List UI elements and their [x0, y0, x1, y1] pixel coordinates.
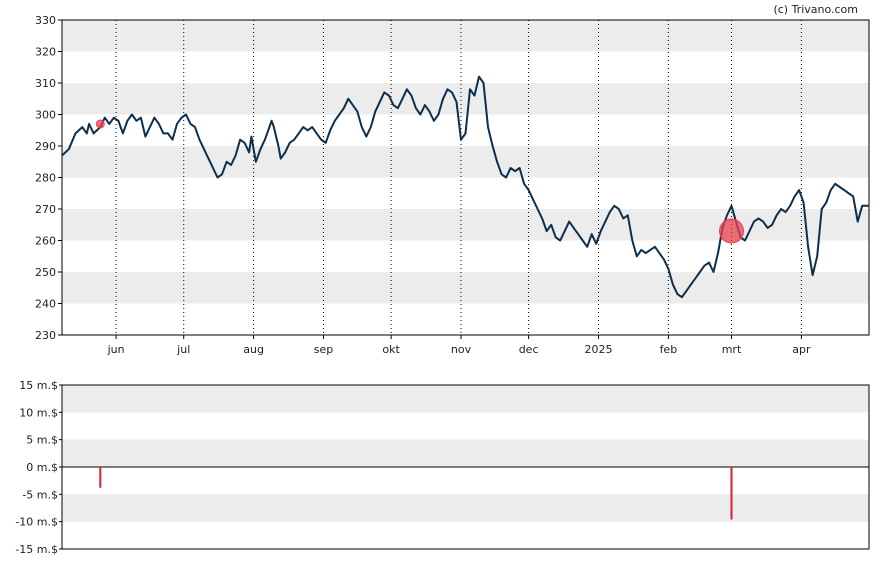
price-y-tick-label: 280 — [35, 172, 56, 185]
x-tick-label: jul — [176, 343, 190, 356]
price-y-tick-label: 250 — [35, 266, 56, 279]
volume-y-tick-label: 15 m.$ — [19, 379, 58, 392]
x-tick-label: apr — [792, 343, 811, 356]
price-y-tick-label: 290 — [35, 140, 56, 153]
price-grid-band — [62, 272, 869, 304]
volume-y-tick-label: -5 m.$ — [22, 488, 58, 501]
x-tick-label: dec — [519, 343, 539, 356]
x-tick-label: feb — [660, 343, 678, 356]
transaction-marker — [95, 119, 105, 129]
x-tick-label: 2025 — [584, 343, 612, 356]
price-y-tick-label: 310 — [35, 77, 56, 90]
price-grid-band — [62, 20, 869, 52]
x-tick-label: nov — [451, 343, 472, 356]
volume-y-tick-label: -15 m.$ — [15, 543, 58, 556]
x-tick-label: aug — [243, 343, 264, 356]
price-y-tick-label: 240 — [35, 298, 56, 311]
x-tick-label: sep — [314, 343, 333, 356]
transaction-marker — [718, 218, 744, 244]
volume-grid-band — [62, 385, 869, 413]
x-tick-label: okt — [382, 343, 400, 356]
price-y-tick-label: 270 — [35, 203, 56, 216]
volume-y-tick-label: 10 m.$ — [19, 406, 58, 419]
x-tick-label: mrt — [722, 343, 742, 356]
volume-grid-band — [62, 439, 869, 467]
volume-y-tick-label: 5 m.$ — [26, 434, 58, 447]
price-y-tick-label: 320 — [35, 46, 56, 59]
price-grid-band — [62, 146, 869, 178]
volume-y-tick-label: 0 m.$ — [26, 461, 58, 474]
price-grid-band — [62, 83, 869, 115]
price-y-tick-label: 300 — [35, 109, 56, 122]
price-y-tick-label: 230 — [35, 329, 56, 342]
price-y-tick-label: 330 — [35, 14, 56, 27]
price-series-line — [61, 75, 869, 299]
price-y-tick-label: 260 — [35, 235, 56, 248]
x-tick-label: jun — [107, 343, 125, 356]
copyright-text: (c) Trivano.com — [773, 3, 858, 16]
volume-grid-band — [62, 494, 869, 522]
price-chart-panel: 230 240 250 260 270 280 290 300 310 320 330 jun jul a… — [35, 14, 870, 356]
volume-y-tick-label: -10 m.$ — [15, 516, 58, 529]
insider-volume-panel: 15 m.$ 10 m.$ 5 m.$ 0 m.$ -5 m.$ -10 m.$ -15 m… — [15, 379, 870, 556]
